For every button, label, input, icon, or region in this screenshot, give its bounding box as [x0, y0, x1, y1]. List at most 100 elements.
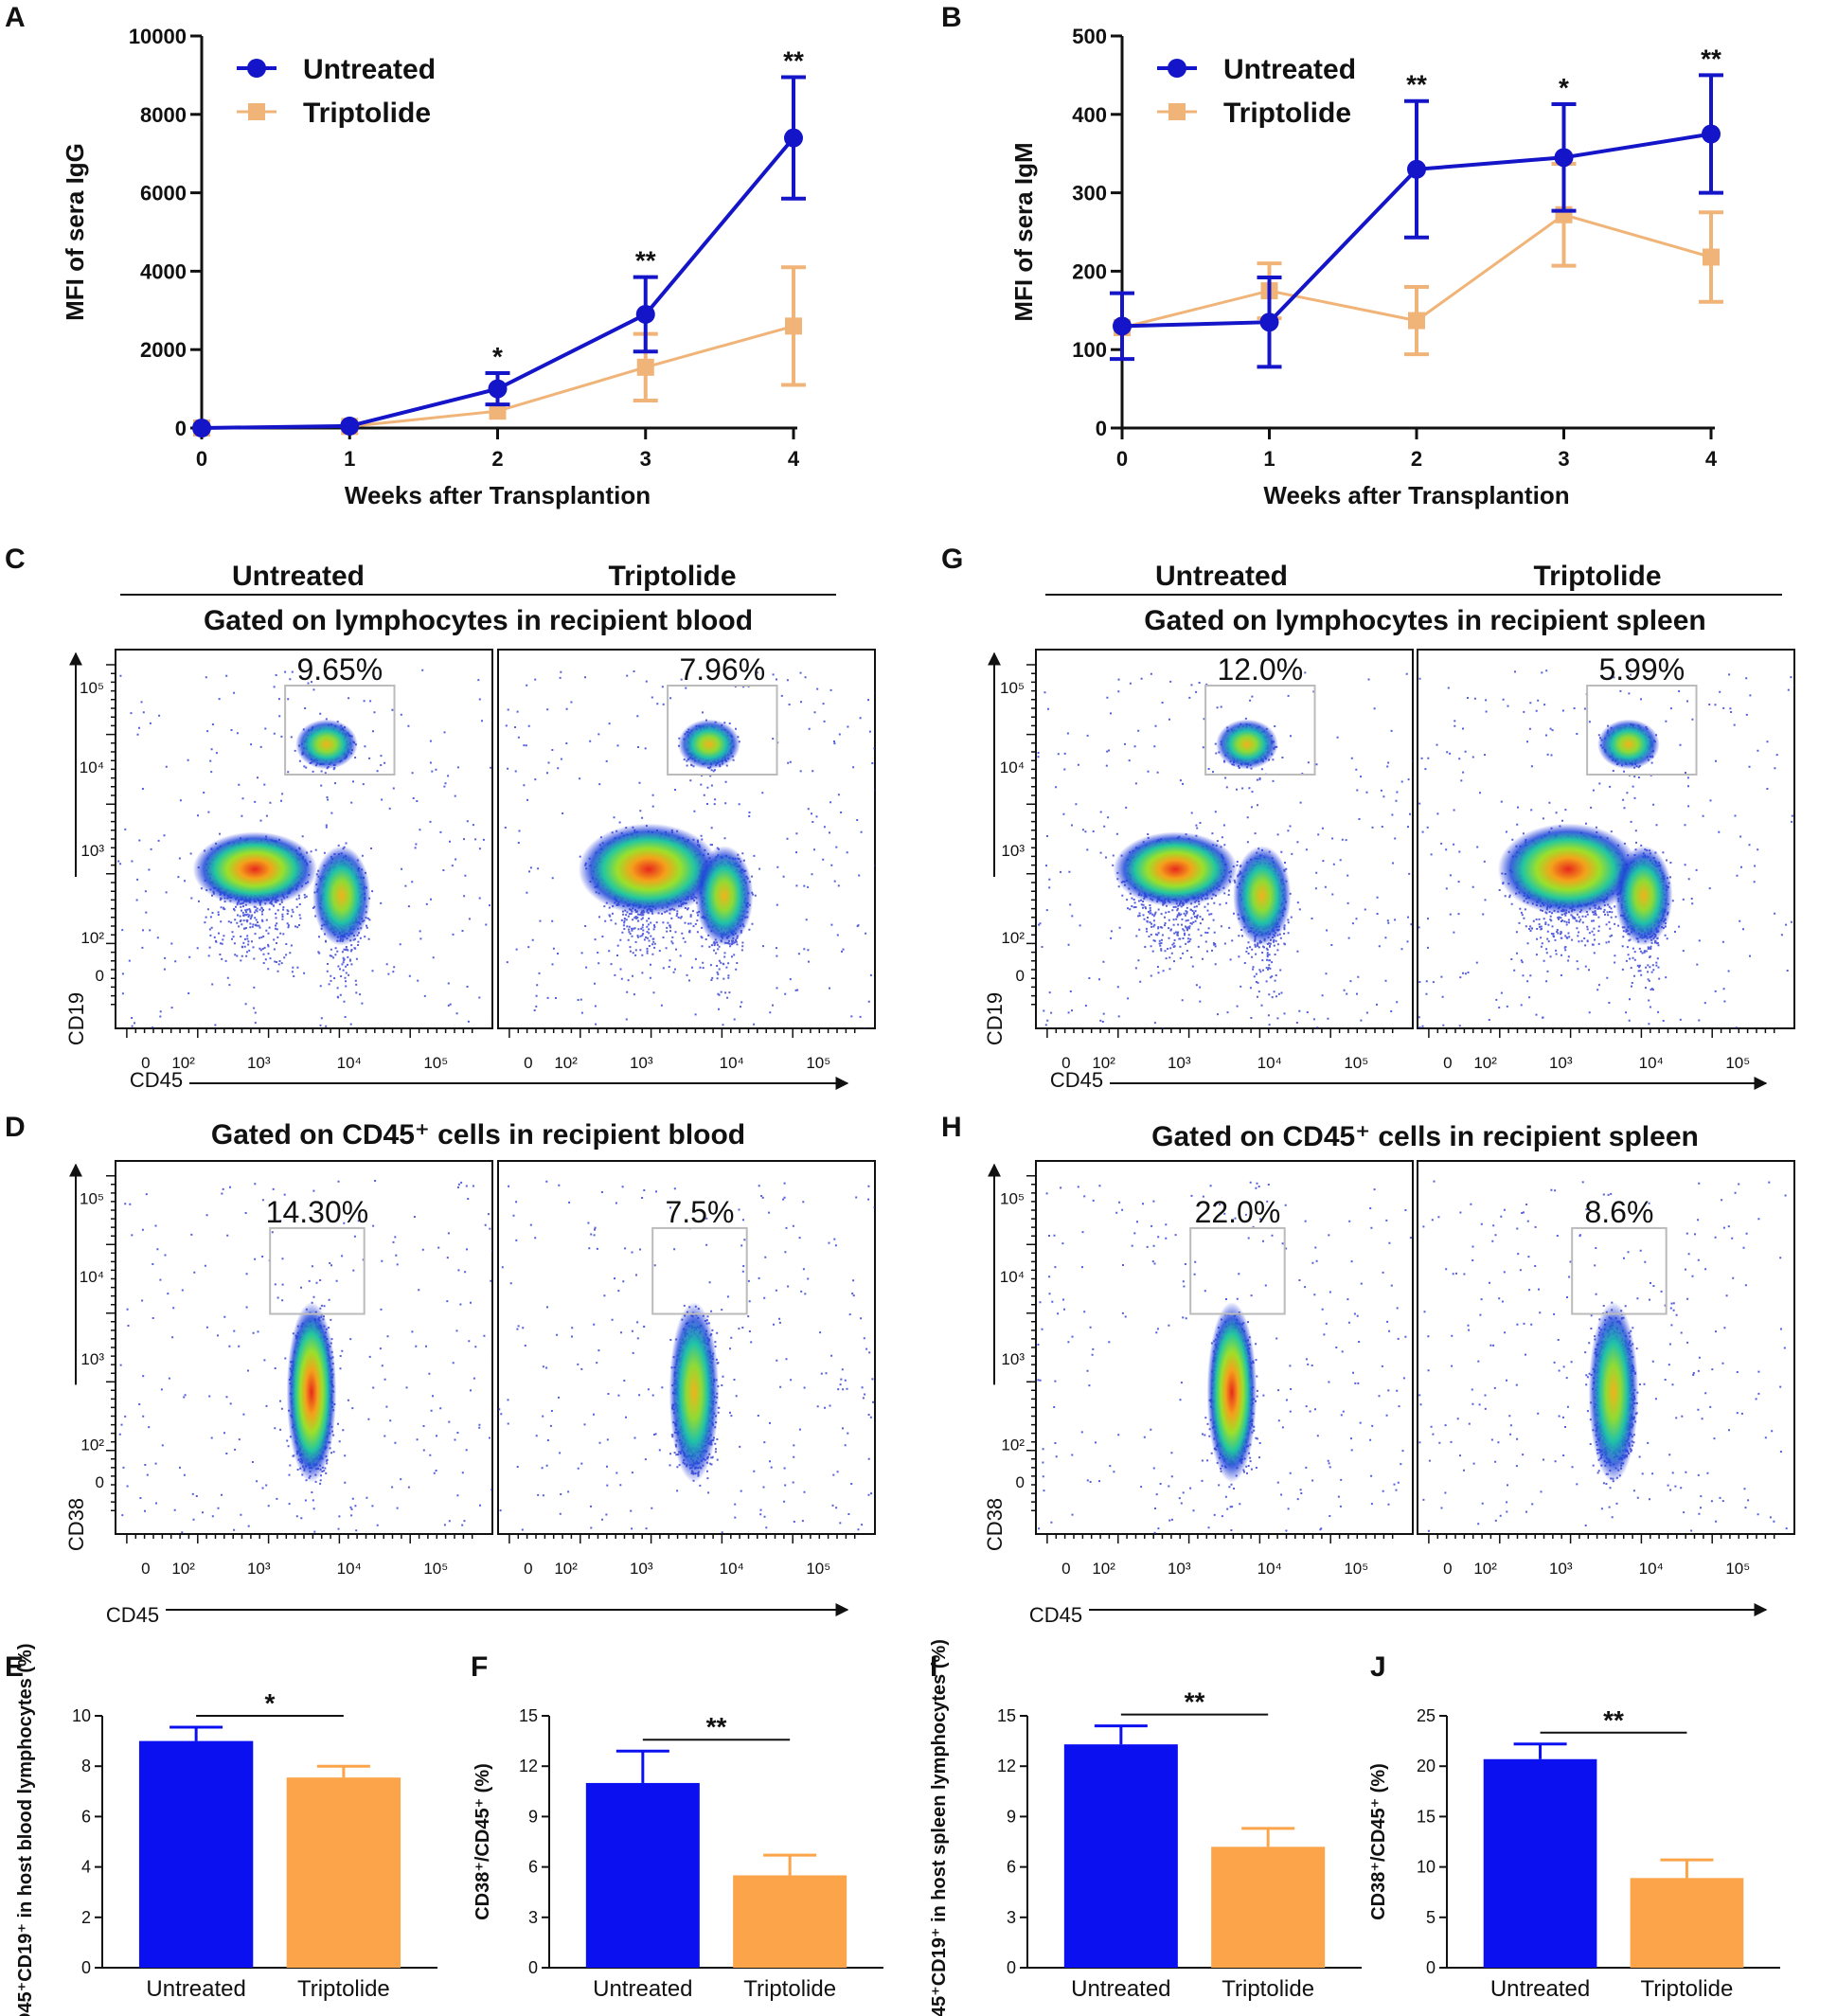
dot-plot: 7.5% — [497, 1160, 876, 1535]
data-point — [489, 402, 507, 420]
category-label: Untreated — [146, 1976, 245, 2002]
plot-body — [118, 1180, 492, 1534]
y-minor-ticks — [1026, 664, 1036, 1006]
y-tick-label: 12 — [997, 1757, 1016, 1775]
density-core — [695, 846, 754, 946]
y-log-tick-label: 0 — [1016, 1473, 1025, 1491]
x-log-tick-label: 10⁵ — [423, 1054, 448, 1072]
category-label: Triptolide — [297, 1976, 390, 2002]
y-axis-label: CD38 — [64, 1498, 88, 1551]
x-log-tick-label: 0 — [524, 1560, 532, 1578]
density-core — [578, 823, 720, 916]
y-log-tick-label: 0 — [1016, 967, 1025, 985]
bar — [1630, 1878, 1744, 1968]
data-point — [1554, 148, 1574, 168]
legend-label-triptolide: Triptolide — [303, 98, 431, 129]
plot-body — [1037, 671, 1413, 1028]
category-label: Triptolide — [1222, 1976, 1314, 2002]
x-tick-label: 4 — [788, 447, 800, 471]
y-tick-label: 3 — [1007, 1908, 1016, 1927]
data-point — [1703, 248, 1720, 266]
y-tick-label: 15 — [519, 1706, 538, 1725]
legend-label-untreated: Untreated — [1223, 54, 1356, 85]
panel-letter-g: G — [941, 544, 963, 575]
legend: Untreated Triptolide — [237, 54, 436, 129]
y-log-tick-label: 10² — [1001, 929, 1025, 947]
data-point — [1702, 124, 1721, 144]
significance-marker: ** — [635, 246, 656, 276]
bar — [1211, 1847, 1326, 1968]
panel-letter-h: H — [941, 1112, 962, 1143]
bar-charts: E 0 2 4 6 8 10 Untreated Triptolide * CD45⁺CD19⁺ i… — [5, 1639, 1780, 2016]
category-label: Untreated — [1490, 1976, 1590, 2002]
y-tick-label: 100 — [1072, 338, 1107, 362]
y-axis-label: CD45⁺CD19⁺ in host blood lymphocytes (%) — [15, 1644, 36, 2016]
plot-frame — [1035, 649, 1414, 1029]
y-tick-label: 6 — [1007, 1858, 1016, 1877]
bar — [1063, 1744, 1178, 1968]
y-tick-label: 10000 — [129, 25, 187, 48]
y-tick-label: 400 — [1072, 103, 1107, 127]
x-log-tick-label: 0 — [141, 1054, 150, 1072]
bar — [585, 1782, 700, 1968]
y-axis-label: CD19 — [64, 992, 88, 1045]
dot-plot: 5.99% — [1417, 649, 1795, 1029]
x-log-tick-label: 10⁴ — [1257, 1560, 1282, 1578]
series-untreated — [1110, 73, 1723, 369]
bar-chart-j: J 0 5 10 15 20 25 Untreated Triptolide ** CD38⁺/CD… — [1368, 1651, 1780, 2002]
x-log-tick-label: 10⁴ — [1257, 1054, 1282, 1072]
x-minor-ticks — [1428, 1028, 1775, 1038]
x-log-tick-label: 10³ — [247, 1560, 271, 1578]
gate-percentage: 7.5% — [665, 1195, 734, 1229]
gate-percentage: 8.6% — [1584, 1195, 1653, 1229]
y-tick-label: 0 — [175, 417, 187, 440]
gate-box — [1204, 685, 1316, 776]
series-untreated — [192, 75, 806, 437]
data-point — [1408, 312, 1425, 330]
y-tick-label: 6 — [81, 1807, 91, 1826]
gate-percentage: 9.65% — [296, 652, 383, 687]
bar — [138, 1740, 254, 1968]
y-log-tick-label: 10³ — [1001, 842, 1025, 860]
density-core — [1588, 1301, 1639, 1483]
x-minor-ticks — [126, 1534, 473, 1543]
line-chart-b: B 0 100 200 300 400 500 0 1 2 3 4 Weeks after Transp… — [941, 2, 1723, 509]
flow-panel-d: D Gated on CD45⁺ cells in recipient blood… — [5, 1112, 876, 1627]
x-log-tick-label: 0 — [1443, 1054, 1452, 1072]
plot-body — [504, 670, 875, 1028]
x-log-tick-label: 10² — [554, 1560, 578, 1578]
y-tick-label: 4 — [81, 1858, 91, 1877]
x-tick-label: 1 — [344, 447, 355, 471]
y-log-tick-label: 10² — [1001, 1436, 1025, 1454]
x-log-tick-label: 10⁴ — [1639, 1560, 1664, 1578]
gate-box — [1189, 1226, 1286, 1315]
y-log-tick-label: 10³ — [80, 842, 104, 860]
y-tick-label: 0 — [1096, 417, 1107, 440]
panel-letter-c: C — [5, 544, 26, 575]
y-log-tick-label: 10⁵ — [80, 1189, 104, 1207]
y-tick-label: 15 — [1417, 1807, 1436, 1826]
y-log-tick-label: 10³ — [1001, 1350, 1025, 1368]
density-core — [312, 846, 371, 946]
legend-label-untreated: Untreated — [303, 54, 436, 85]
y-log-tick-label: 10² — [80, 929, 104, 947]
y-log-tick-label: 10⁵ — [80, 679, 104, 697]
x-minor-ticks — [508, 1028, 856, 1038]
y-minor-ticks — [106, 664, 116, 1006]
y-tick-label: 0 — [1426, 1958, 1436, 1977]
y-log-tick-label: 10⁵ — [1000, 679, 1025, 697]
x-log-tick-label: 0 — [524, 1054, 532, 1072]
density-core — [1206, 1301, 1257, 1483]
panel-letter-i: I — [930, 1651, 937, 1683]
y-axis-label: CD45⁺CD19⁺ in host spleen lymphocytes (%… — [929, 1639, 950, 2016]
x-log-tick-label: 0 — [141, 1560, 150, 1578]
density-core — [295, 719, 358, 770]
plot-body — [498, 1180, 875, 1534]
density-core — [1113, 831, 1238, 907]
bar-chart-f: F 0 3 6 9 12 15 Untreated Triptolide ** CD38⁺/CD45… — [471, 1651, 883, 2002]
significance-marker: * — [1559, 73, 1569, 102]
category-label: Triptolide — [743, 1976, 836, 2002]
plot-body — [1037, 1181, 1412, 1534]
panel-letter-e: E — [5, 1651, 24, 1683]
x-log-tick-label: 10² — [1473, 1054, 1497, 1072]
